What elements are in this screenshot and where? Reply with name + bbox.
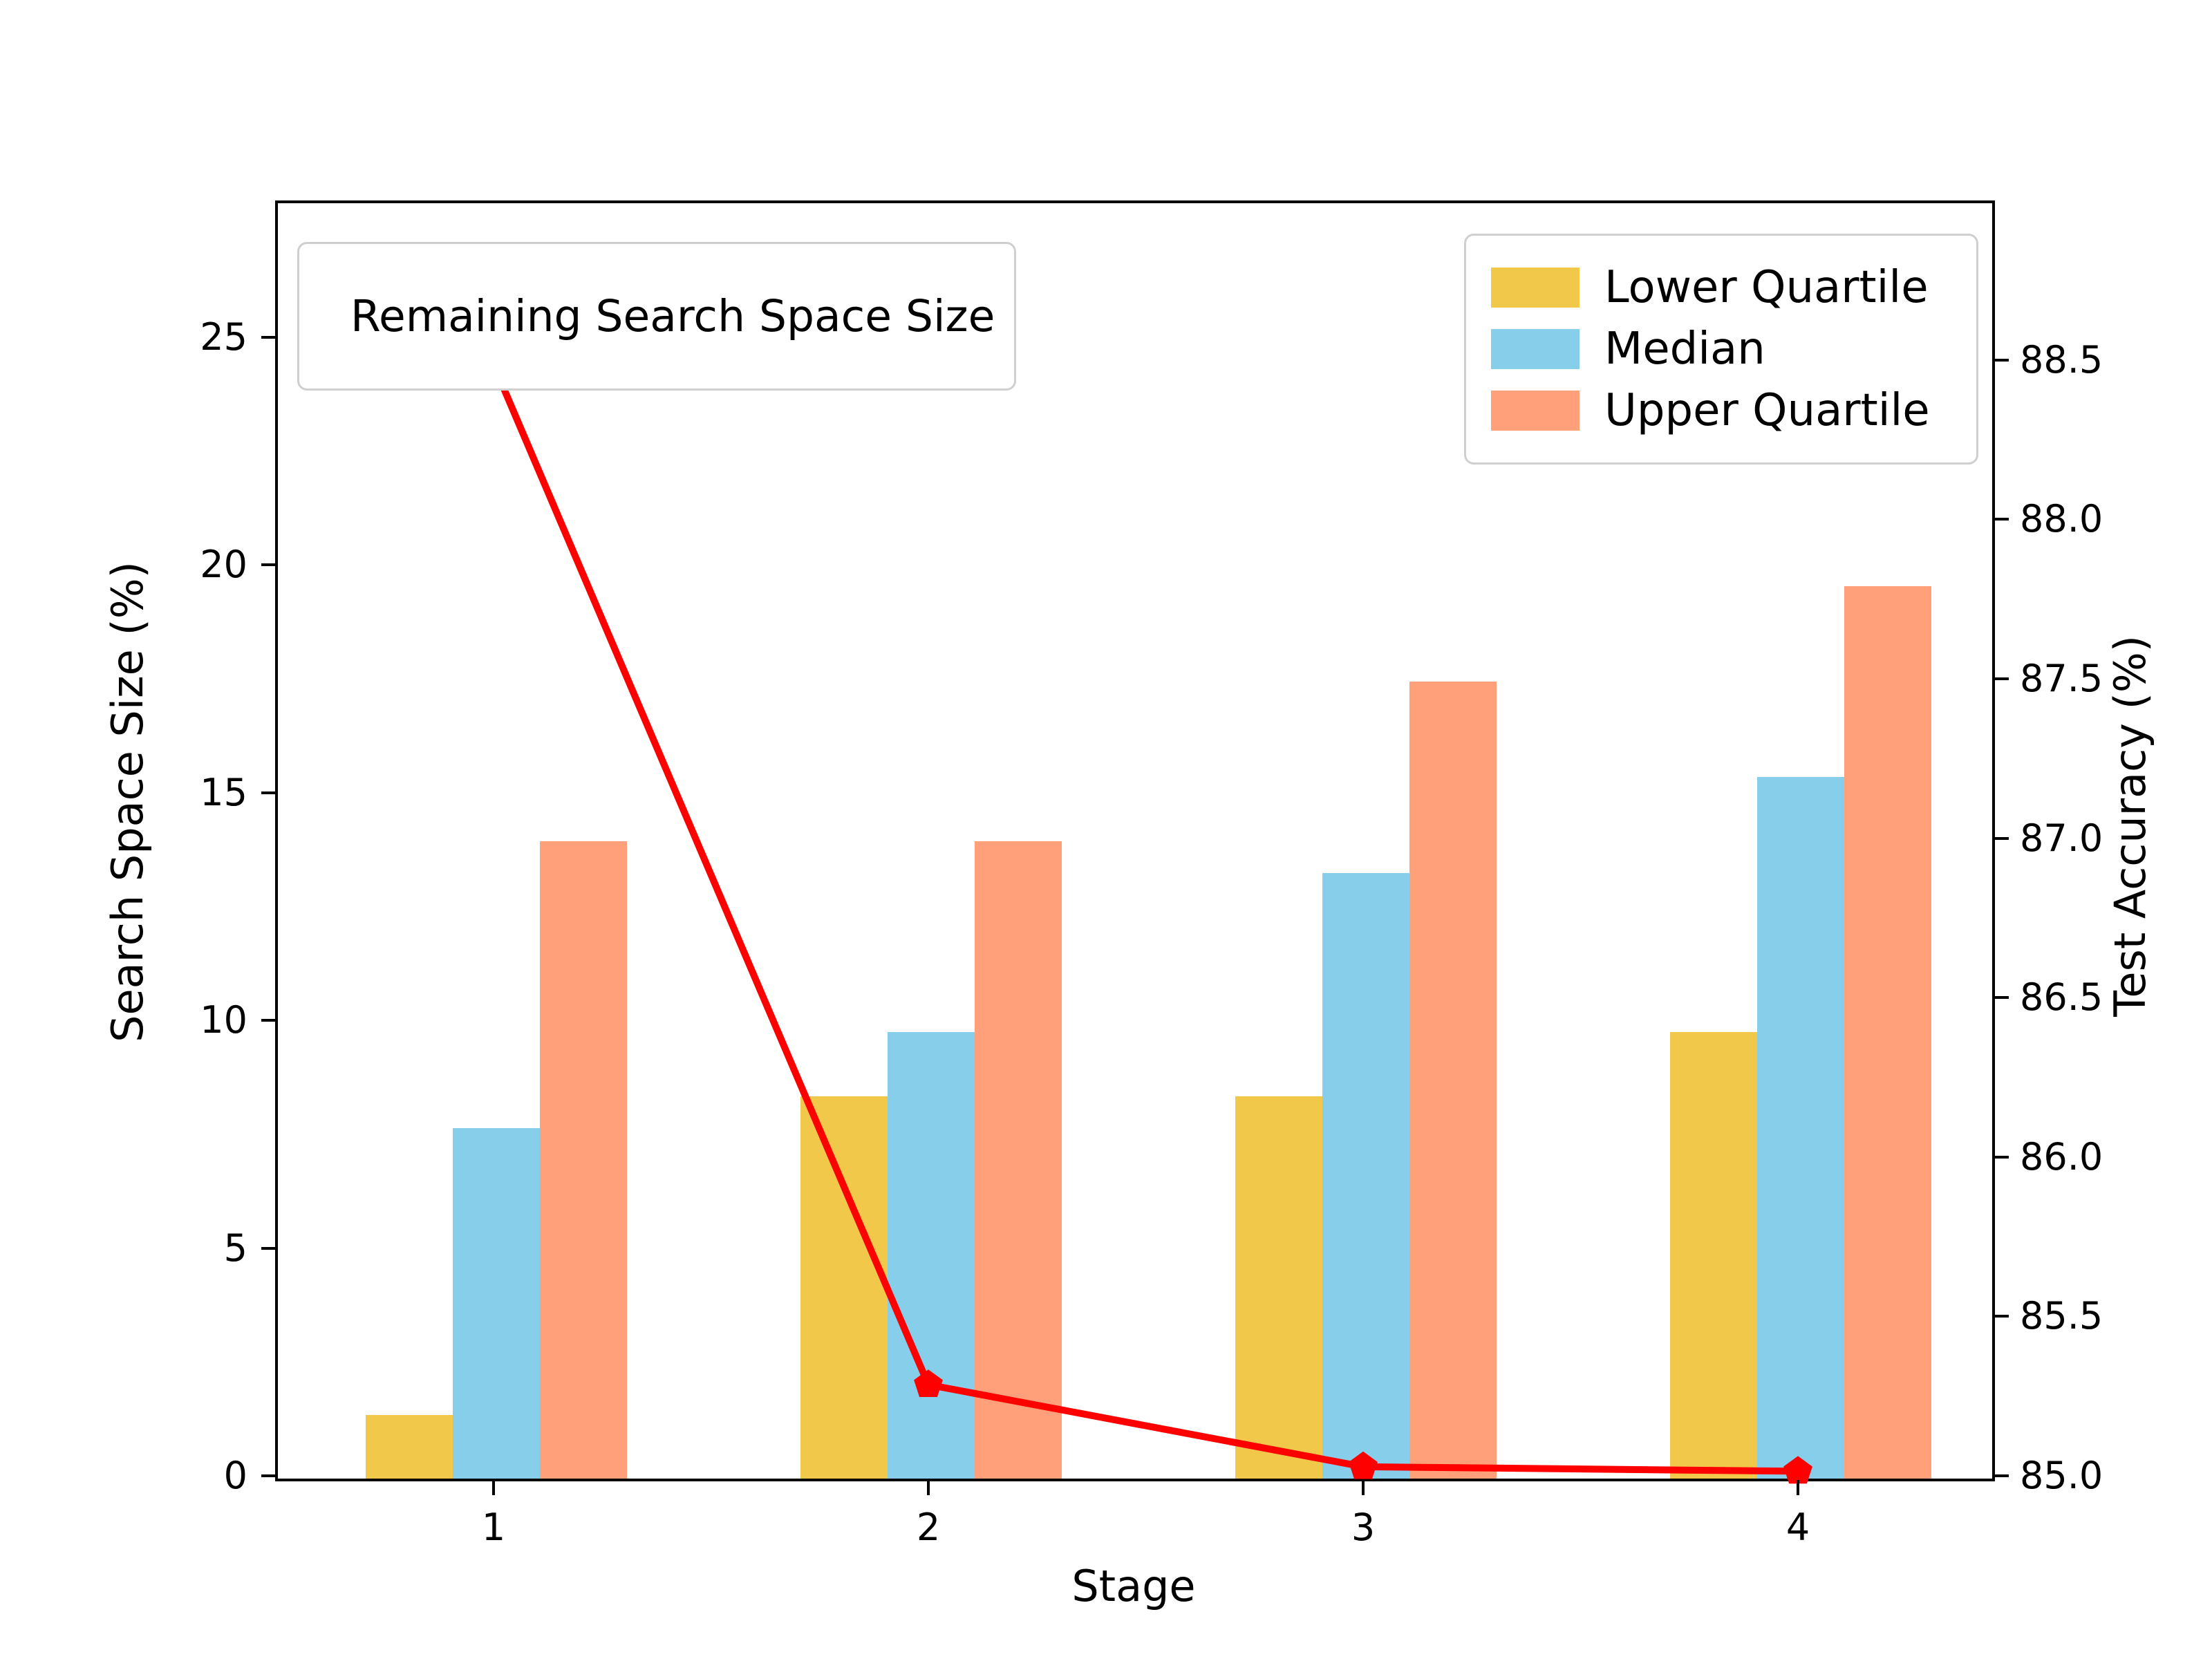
bar-median-stage-1	[453, 1127, 540, 1479]
bars-layer	[278, 203, 1992, 1489]
line-marker-pentagon-stage-2	[914, 1369, 943, 1397]
left-y-tick-label: 15	[200, 770, 247, 814]
bar-median-stage-4	[1757, 777, 1844, 1479]
bar-lower-quartile-stage-1	[366, 1414, 453, 1479]
line-series-layer	[479, 349, 1812, 1484]
left-y-tick-label: 5	[223, 1226, 247, 1270]
right-y-tick	[1994, 1155, 2009, 1159]
lower-quartile-swatch-icon	[1491, 268, 1580, 308]
line-marker-pentagon-stage-3	[1349, 1451, 1378, 1479]
left-y-tick	[261, 1474, 276, 1477]
legend-row-upper-quartile: Upper Quartile	[1491, 385, 1951, 436]
left-y-tick	[261, 335, 276, 339]
left-y-tick-label: 20	[200, 543, 247, 587]
left-y-tick-label: 10	[200, 998, 247, 1042]
median-swatch-icon	[1491, 329, 1580, 369]
legend-line-label: Remaining Search Space Size	[350, 291, 995, 341]
left-y-axis-label: Search Space Size (%)	[102, 561, 153, 1042]
legend-label-median: Median	[1604, 324, 1765, 375]
upper-quartile-swatch-icon	[1491, 391, 1580, 431]
bar-median-stage-3	[1322, 872, 1409, 1479]
bar-upper-quartile-stage-4	[1844, 585, 1931, 1479]
remaining-search-space-line	[490, 363, 1799, 1475]
x-tick	[492, 1480, 495, 1495]
right-y-tick	[1994, 996, 2009, 1000]
right-y-tick	[1994, 677, 2009, 680]
x-tick-label: 1	[481, 1506, 506, 1549]
right-y-tick-label: 85.5	[2020, 1294, 2103, 1338]
line-marker-pentagon-stage-4	[1783, 1456, 1812, 1484]
right-y-tick-label: 85.0	[2020, 1454, 2103, 1497]
left-y-tick	[261, 1019, 276, 1022]
right-y-tick	[1994, 1315, 2009, 1318]
legend-row-median: Median	[1491, 324, 1951, 375]
legend-label-lower-quartile: Lower Quartile	[1604, 262, 1929, 313]
bar-upper-quartile-stage-2	[975, 841, 1062, 1479]
left-y-tick	[261, 1246, 276, 1250]
bar-lower-quartile-stage-4	[1670, 1032, 1757, 1479]
bar-upper-quartile-stage-1	[540, 841, 627, 1479]
x-tick	[927, 1480, 930, 1495]
left-y-tick-label: 25	[200, 315, 247, 359]
legend-label-upper-quartile: Upper Quartile	[1604, 385, 1930, 436]
bar-median-stage-2	[888, 1032, 975, 1479]
x-tick-label: 2	[916, 1506, 941, 1549]
right-y-tick-label: 86.0	[2020, 1134, 2103, 1179]
right-y-tick-label: 88.5	[2020, 337, 2103, 382]
right-y-axis-label: Test Accuracy (%)	[2105, 635, 2155, 1017]
legend-bar-series: Lower Quartile Median Upper Quartile	[1464, 234, 1978, 465]
left-y-tick-label: 0	[223, 1454, 247, 1497]
x-axis-label: Stage	[1071, 1561, 1196, 1611]
legend-line-series: Remaining Search Space Size	[297, 242, 1016, 391]
right-y-tick	[1994, 358, 2009, 362]
bar-lower-quartile-stage-2	[800, 1096, 888, 1479]
x-tick	[1797, 1480, 1799, 1495]
right-y-tick-label: 87.0	[2020, 816, 2103, 860]
right-y-tick-label: 88.0	[2020, 497, 2103, 541]
left-y-tick	[261, 791, 276, 794]
right-y-tick	[1994, 1474, 2009, 1477]
x-tick-label: 3	[1351, 1506, 1376, 1549]
x-tick	[1362, 1480, 1365, 1495]
bar-lower-quartile-stage-3	[1235, 1096, 1322, 1479]
x-tick-label: 4	[1785, 1506, 1810, 1549]
right-y-tick	[1994, 518, 2009, 521]
right-y-tick-label: 87.5	[2020, 656, 2103, 700]
bar-upper-quartile-stage-3	[1409, 681, 1497, 1479]
right-y-tick-label: 86.5	[2020, 975, 2103, 1020]
right-y-tick	[1994, 836, 2009, 840]
left-y-tick	[261, 563, 276, 567]
legend-row-lower-quartile: Lower Quartile	[1491, 262, 1951, 313]
